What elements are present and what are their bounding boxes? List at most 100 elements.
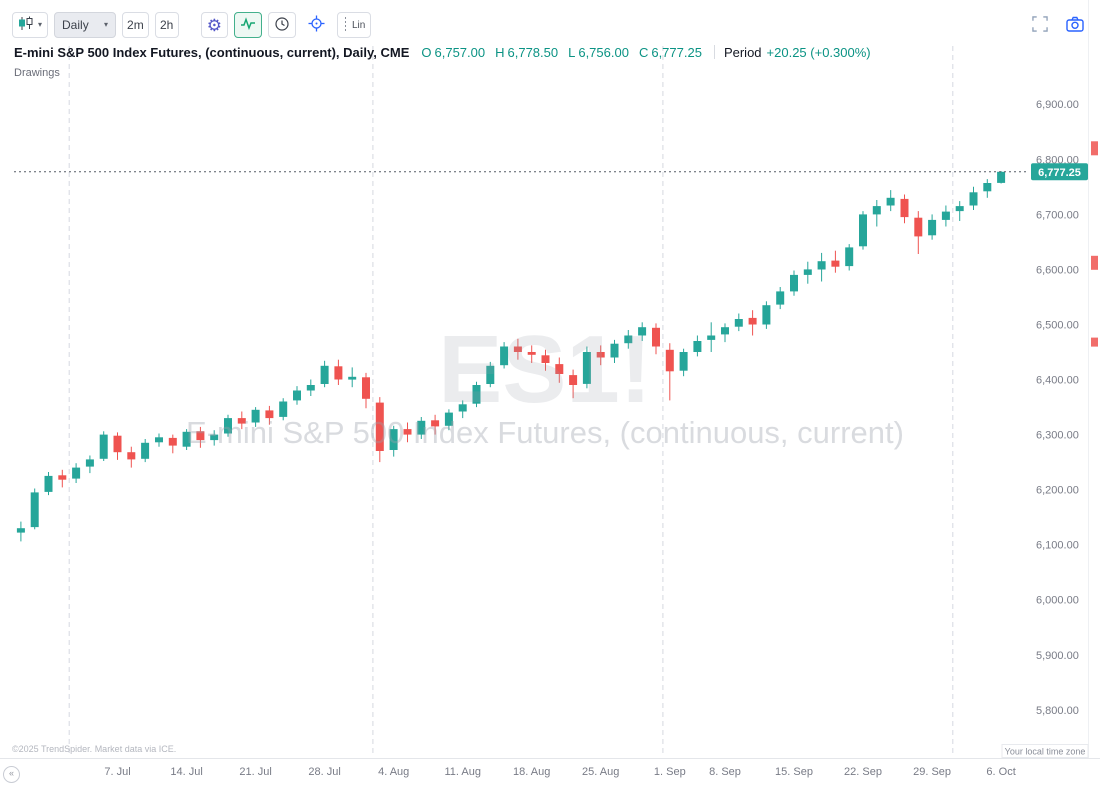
- candle: [210, 434, 219, 441]
- candle: [320, 365, 329, 384]
- snapshot-button[interactable]: [1060, 12, 1090, 38]
- candle: [541, 355, 550, 363]
- chart-type-button[interactable]: ▾: [12, 12, 49, 38]
- copyright-text: ©2025 TrendSpider. Market data via ICE.: [12, 744, 177, 754]
- time-axis-label: 1. Sep: [654, 766, 686, 778]
- candle: [762, 305, 771, 325]
- candle: [141, 442, 150, 459]
- period-label: Period: [723, 44, 762, 60]
- chevron-down-icon: ▾: [104, 20, 109, 29]
- symbol-header: E-mini S&P 500 Index Futures, (continuou…: [14, 43, 871, 61]
- candle: [624, 335, 633, 344]
- time-settings-button[interactable]: [267, 12, 296, 38]
- quick-timeframe-2m-button[interactable]: 2m: [122, 12, 149, 38]
- clock-icon: [274, 16, 290, 35]
- linear-scale-label: Lin: [351, 19, 366, 31]
- candle: [817, 261, 826, 270]
- candle: [72, 467, 81, 479]
- candle: [155, 437, 163, 443]
- time-axis-label: 6. Oct: [986, 766, 1015, 778]
- candle: [431, 420, 440, 427]
- price-axis-label: 6,400.00: [1036, 375, 1079, 387]
- price-axis-label: 6,700.00: [1036, 209, 1079, 221]
- candle: [652, 327, 660, 347]
- timeframe-value: Daily: [62, 18, 89, 32]
- candle: [734, 319, 743, 327]
- candle: [113, 435, 122, 453]
- time-axis-label: 15. Sep: [775, 766, 813, 778]
- fullscreen-button[interactable]: [1026, 12, 1054, 38]
- candle: [955, 206, 964, 212]
- ohlc-low-label: L: [568, 44, 576, 60]
- candle: [99, 434, 108, 459]
- candle: [486, 365, 495, 384]
- candle: [831, 260, 840, 267]
- candle: [85, 459, 94, 467]
- price-axis-label: 6,600.00: [1036, 264, 1079, 276]
- time-axis-label: 7. Jul: [104, 766, 130, 778]
- price-axis-label: 5,800.00: [1036, 705, 1079, 717]
- candle: [362, 377, 370, 399]
- edge-marker: [1091, 141, 1098, 156]
- ohlc-high: H 6,778.50: [495, 45, 558, 60]
- time-axis-label: 21. Jul: [239, 766, 271, 778]
- candle: [127, 452, 136, 460]
- candle: [776, 291, 785, 305]
- timeframe-select[interactable]: Daily ▾: [54, 12, 117, 38]
- drawings-panel-toggle[interactable]: Drawings: [14, 67, 60, 79]
- candle: [721, 327, 729, 335]
- ohlc-close-label: C: [638, 44, 649, 60]
- settings-button[interactable]: ⚙: [200, 12, 228, 38]
- candle: [886, 197, 895, 206]
- candle: [500, 346, 509, 366]
- candle: [900, 198, 909, 218]
- watermark-name: E-mini S&P 500 Index Futures, (continuou…: [186, 415, 904, 450]
- candle: [555, 364, 564, 374]
- time-axis-label: 25. Aug: [582, 766, 619, 778]
- axis-collapse-button[interactable]: «: [3, 766, 20, 783]
- candle: [279, 401, 288, 417]
- candle: [638, 327, 647, 336]
- gear-icon: ⚙: [206, 15, 222, 35]
- time-axis-label: 8. Sep: [709, 766, 741, 778]
- candle: [196, 431, 205, 441]
- candle: [513, 346, 522, 352]
- candle: [914, 217, 923, 237]
- ohlc-open: O 6,757.00: [421, 45, 485, 60]
- watermark-symbol: ES1!: [438, 316, 651, 423]
- candle: [527, 352, 536, 355]
- linear-scale-button[interactable]: Lin: [336, 12, 372, 38]
- quick-timeframe-label: 2h: [160, 18, 174, 32]
- price-axis-label: 6,300.00: [1036, 430, 1079, 442]
- edge-marker: [1091, 255, 1098, 270]
- price-axis-label: 6,200.00: [1036, 485, 1079, 497]
- crosshair-tool-button[interactable]: [302, 12, 331, 38]
- candle: [44, 475, 53, 492]
- candle: [610, 343, 619, 358]
- candle: [224, 418, 232, 434]
- candle: [334, 366, 343, 380]
- ohlc-high-value: 6,778.50: [507, 44, 559, 60]
- candle: [444, 412, 453, 426]
- time-axis-label: 11. Aug: [444, 766, 481, 778]
- analysis-button[interactable]: [233, 12, 262, 38]
- candle: [348, 376, 357, 380]
- price-axis-label: 5,900.00: [1036, 650, 1079, 662]
- edge-marker: [1091, 337, 1098, 347]
- quick-timeframe-label: 2m: [127, 18, 144, 32]
- candle: [472, 385, 481, 404]
- timezone-box: [1001, 744, 1089, 758]
- candle: [30, 492, 39, 528]
- candle: [58, 475, 67, 480]
- symbol-title[interactable]: E-mini S&P 500 Index Futures, (continuou…: [14, 44, 410, 60]
- quick-timeframe-2h-button[interactable]: 2h: [154, 12, 179, 38]
- ohlc-close-value: 6,777.25: [651, 44, 702, 60]
- candle: [293, 390, 301, 401]
- candle: [997, 171, 1006, 183]
- candle: [596, 352, 605, 358]
- price-axis-label: 6,900.00: [1036, 99, 1079, 111]
- time-axis-label: 22. Sep: [844, 766, 882, 778]
- candle: [417, 420, 426, 435]
- candle: [859, 214, 867, 247]
